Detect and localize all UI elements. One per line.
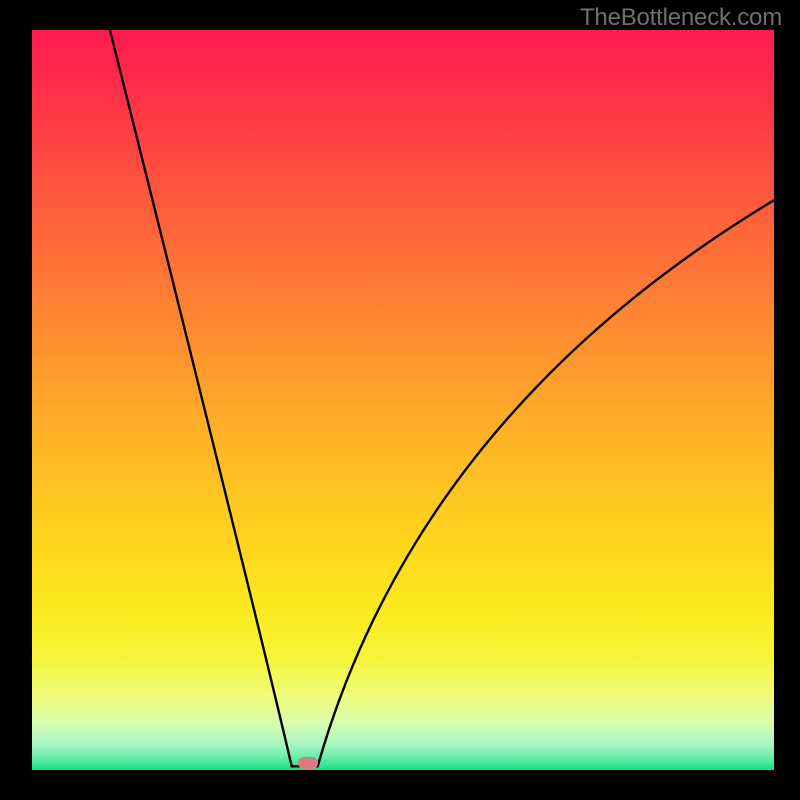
bottleneck-curve-path xyxy=(110,30,774,766)
bottleneck-curve xyxy=(32,30,774,770)
plot-area xyxy=(32,30,774,770)
watermark-text: TheBottleneck.com xyxy=(580,4,782,32)
chart-stage: TheBottleneck.com xyxy=(0,0,800,800)
optimal-point-marker xyxy=(298,757,317,769)
